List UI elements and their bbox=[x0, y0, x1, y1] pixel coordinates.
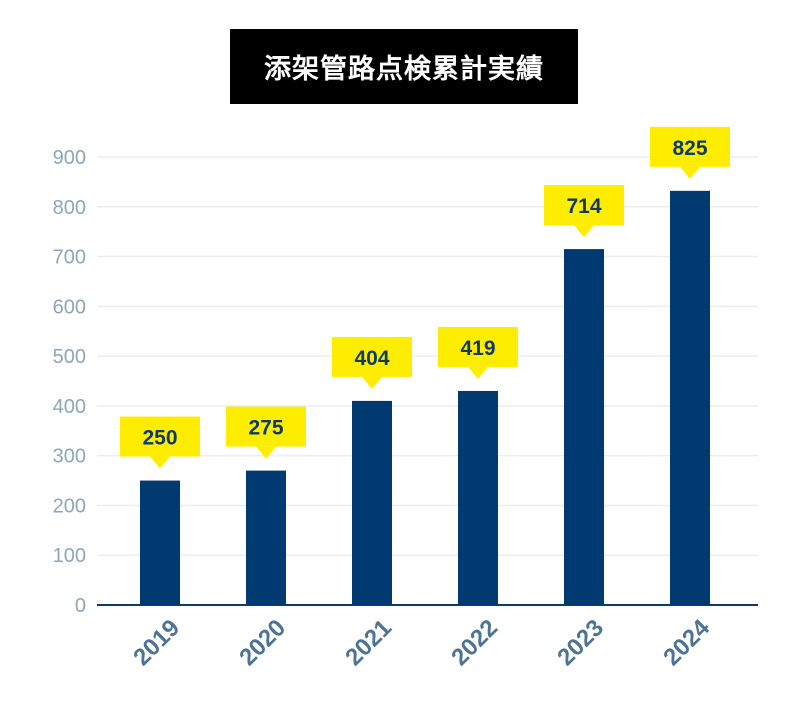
y-tick-label: 900 bbox=[53, 147, 86, 169]
data-label-pointer bbox=[256, 446, 276, 459]
y-tick-label: 600 bbox=[53, 296, 86, 318]
data-label-box bbox=[438, 326, 518, 367]
bar-2021 bbox=[352, 400, 392, 605]
y-tick-label: 400 bbox=[53, 396, 86, 418]
data-label: 404 bbox=[354, 347, 389, 370]
data-label-pointer bbox=[362, 376, 382, 389]
data-label-pointer bbox=[468, 366, 488, 379]
data-label-pointer bbox=[680, 166, 700, 179]
data-label-pointer bbox=[574, 225, 594, 238]
data-label: 714 bbox=[566, 195, 601, 218]
x-tick-label: 2021 bbox=[340, 614, 397, 671]
y-tick-label: 800 bbox=[53, 197, 86, 219]
y-tick-label: 0 bbox=[75, 595, 86, 617]
x-tick-label: 2020 bbox=[234, 614, 291, 671]
y-tick-label: 500 bbox=[53, 346, 86, 368]
x-tick-label: 2024 bbox=[658, 614, 715, 671]
data-label-box bbox=[332, 336, 412, 377]
y-tick-label: 200 bbox=[53, 495, 86, 517]
x-tick-label: 2022 bbox=[446, 614, 503, 671]
data-label: 419 bbox=[460, 337, 495, 360]
data-label: 825 bbox=[672, 137, 707, 160]
data-label-pointer bbox=[150, 456, 170, 469]
data-label: 275 bbox=[248, 417, 283, 440]
y-tick-label: 100 bbox=[53, 545, 86, 567]
bar-2020 bbox=[246, 470, 286, 605]
data-label-box bbox=[544, 185, 624, 226]
chart-title-box: 添架管路点検累計実績 bbox=[230, 29, 578, 104]
x-tick-label: 2023 bbox=[552, 614, 609, 671]
data-label-box bbox=[120, 416, 200, 457]
y-tick-label: 700 bbox=[53, 247, 86, 269]
bar-2024 bbox=[670, 190, 710, 606]
data-label: 250 bbox=[142, 427, 177, 450]
chart-title: 添架管路点検累計実績 bbox=[264, 54, 544, 85]
bar-2022 bbox=[458, 390, 498, 605]
data-label-box bbox=[226, 406, 306, 447]
data-label-box bbox=[650, 126, 730, 167]
x-tick-label: 2019 bbox=[128, 614, 185, 671]
bar-2019 bbox=[140, 480, 180, 605]
bar-2023 bbox=[564, 249, 604, 606]
y-tick-label: 300 bbox=[53, 446, 86, 468]
